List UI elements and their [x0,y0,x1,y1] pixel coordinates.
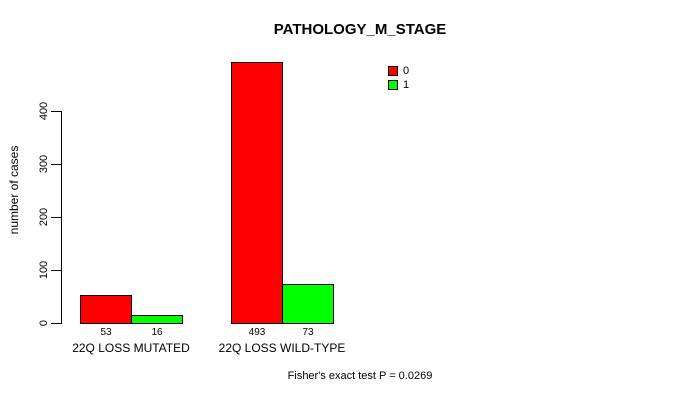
y-tick [51,111,61,112]
y-tick-label: 300 [38,154,50,174]
bar [80,295,132,324]
stat-annotation: Fisher's exact test P = 0.0269 [287,370,433,382]
y-tick-label: 200 [38,207,50,227]
legend-label: 0 [403,65,410,77]
category-label: 22Q LOSS MUTATED [72,341,190,355]
bar-value-label: 16 [151,327,163,338]
bar [131,315,183,324]
y-tick [51,323,61,324]
bar-value-label: 73 [302,327,314,338]
y-tick [51,270,61,271]
category-label: 22Q LOSS WILD-TYPE [218,341,346,355]
bar-value-label: 493 [248,327,266,338]
y-tick-label: 0 [38,319,50,327]
y-tick [51,217,61,218]
chart-title: PATHOLOGY_M_STAGE [273,21,447,38]
legend-row: 1 [388,78,409,92]
bar [282,284,334,324]
legend-label: 1 [403,79,410,91]
bar [231,62,283,324]
bar-value-label: 53 [100,327,112,338]
legend-swatch [388,80,398,90]
y-tick-label: 100 [38,260,50,280]
y-axis-line [61,111,62,324]
legend-row: 0 [388,64,409,78]
y-tick [51,164,61,165]
y-tick-label: 400 [38,101,50,121]
legend-swatch [388,66,398,76]
